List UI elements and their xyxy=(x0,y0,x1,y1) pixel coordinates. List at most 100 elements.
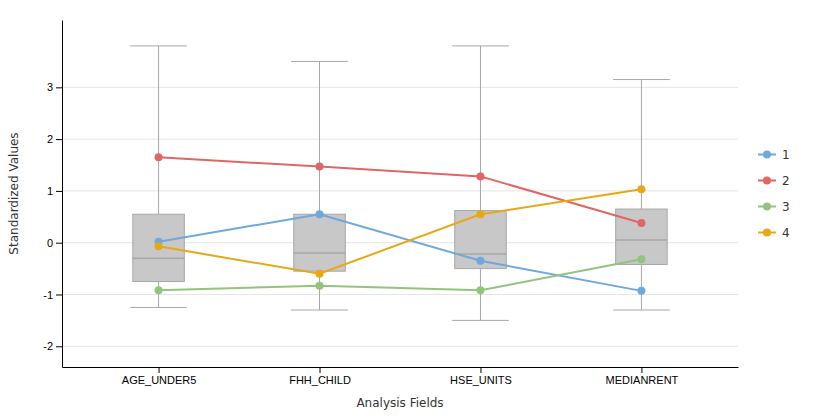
y-tick-mark xyxy=(56,87,62,88)
box-median xyxy=(294,252,346,254)
legend: 1 2 3 4 xyxy=(758,148,790,240)
y-tick-mark xyxy=(56,243,62,244)
y-tick-mark xyxy=(56,294,62,295)
box xyxy=(130,46,187,308)
x-axis: AGE_UNDER5 FHH_CHILD HSE_UNITS MEDIANRENT xyxy=(63,367,739,386)
y-axis-title: Standardized Values xyxy=(7,132,21,254)
x-tick-label: FHH_CHILD xyxy=(289,374,351,386)
whisker-cap-low xyxy=(613,310,670,311)
y-tick: -1 xyxy=(43,289,62,301)
series-point xyxy=(637,255,645,263)
y-tick-label: 0 xyxy=(47,237,53,249)
series-line xyxy=(159,157,642,223)
whisker-high xyxy=(158,46,159,214)
legend-label: 3 xyxy=(782,200,790,214)
x-tick: FHH_CHILD xyxy=(289,367,351,386)
x-tick: HSE_UNITS xyxy=(450,367,512,386)
grid-line xyxy=(62,139,738,140)
series-line xyxy=(159,259,642,290)
grid-line xyxy=(62,294,738,295)
y-tick-label: 3 xyxy=(47,81,53,93)
x-tick-label: HSE_UNITS xyxy=(450,374,512,386)
plot: AGE_UNDER5 FHH_CHILD HSE_UNITS MEDIANRENT -2… xyxy=(7,21,790,411)
box xyxy=(291,61,348,310)
series-point xyxy=(155,286,163,294)
whisker-cap-low xyxy=(130,307,187,308)
series-point xyxy=(637,185,645,193)
box-body xyxy=(133,214,185,281)
series-point xyxy=(316,163,324,171)
x-tick-mark xyxy=(641,367,642,373)
x-tick-label: MEDIANRENT xyxy=(606,374,679,386)
x-tick-mark xyxy=(320,367,321,373)
chart: AGE_UNDER5 FHH_CHILD HSE_UNITS MEDIANRENT -2… xyxy=(0,0,818,419)
x-axis-line xyxy=(63,367,739,368)
y-tick: 1 xyxy=(47,185,62,197)
y-tick: 2 xyxy=(47,133,62,145)
legend-label: 1 xyxy=(782,148,790,162)
marks xyxy=(130,46,670,320)
y-tick: 0 xyxy=(47,237,62,249)
box xyxy=(613,80,670,310)
whisker-cap-low xyxy=(452,320,509,321)
series-line xyxy=(159,214,642,291)
grid-line xyxy=(62,346,738,347)
series-point xyxy=(637,287,645,295)
y-tick-label: 1 xyxy=(47,185,53,197)
y-axis-line xyxy=(62,21,63,368)
series-point xyxy=(476,210,484,218)
box-body xyxy=(294,214,346,271)
series-line xyxy=(159,189,642,273)
y-tick: 3 xyxy=(47,81,62,93)
x-axis-title: Analysis Fields xyxy=(356,396,443,410)
whisker-cap-high xyxy=(291,61,348,62)
legend-swatch-marker xyxy=(763,203,771,211)
whisker-cap-low xyxy=(291,310,348,311)
legend-label: 2 xyxy=(782,174,790,188)
x-tick-mark xyxy=(159,367,160,373)
legend-swatch-marker xyxy=(763,229,771,237)
whisker-cap-high xyxy=(613,79,670,80)
legend-label: 4 xyxy=(782,226,790,240)
legend-item: 3 xyxy=(758,200,790,214)
box-median xyxy=(133,257,185,259)
x-tick: AGE_UNDER5 xyxy=(122,367,197,386)
whisker-cap-high xyxy=(452,45,509,46)
series xyxy=(155,210,646,295)
y-tick-mark xyxy=(56,346,62,347)
series-point xyxy=(155,153,163,161)
series-point xyxy=(316,210,324,218)
grid-line xyxy=(62,87,738,88)
series-point xyxy=(476,286,484,294)
series xyxy=(155,153,646,227)
series xyxy=(155,255,646,294)
y-tick-label: -1 xyxy=(43,289,53,301)
whisker-high xyxy=(480,46,481,211)
series-point xyxy=(637,219,645,227)
y-tick-mark xyxy=(56,191,62,192)
legend-swatch-marker xyxy=(763,177,771,185)
legend-item: 4 xyxy=(758,226,790,240)
series-point xyxy=(316,282,324,290)
box-body xyxy=(455,211,507,269)
whisker-cap-high xyxy=(130,45,187,46)
y-axis: -2 -1 0 1 2 3 xyxy=(43,21,62,368)
y-tick-mark xyxy=(56,139,62,140)
x-tick: MEDIANRENT xyxy=(606,367,679,386)
whisker-high xyxy=(319,61,320,214)
series xyxy=(155,185,646,277)
legend-item: 1 xyxy=(758,148,790,162)
y-tick-label: -2 xyxy=(43,340,53,352)
series-point xyxy=(476,172,484,180)
x-tick-label: AGE_UNDER5 xyxy=(122,374,197,386)
y-tick: -2 xyxy=(43,340,62,352)
whisker-low xyxy=(158,282,159,308)
box-median xyxy=(616,239,668,241)
legend-swatch-marker xyxy=(763,151,771,159)
x-tick-mark xyxy=(480,367,481,373)
whisker-low xyxy=(480,269,481,321)
legend-item: 2 xyxy=(758,174,790,188)
y-tick-label: 2 xyxy=(47,133,53,145)
grid xyxy=(62,87,738,346)
series-point xyxy=(155,242,163,250)
